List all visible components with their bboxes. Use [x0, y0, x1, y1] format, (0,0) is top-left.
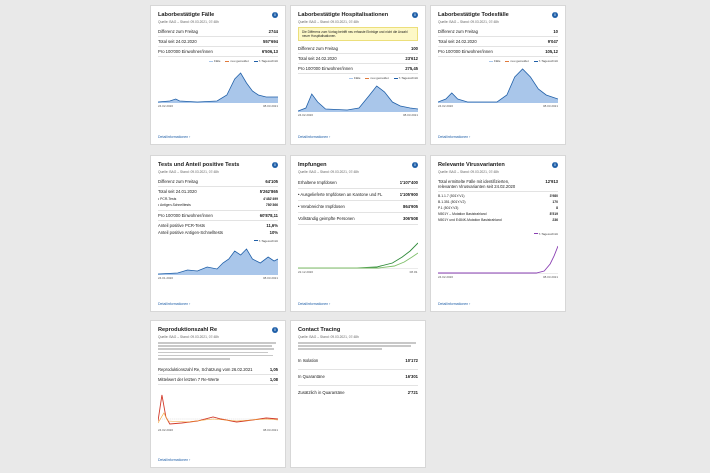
stat-row: Total ermittelte Fälle mit identifiziert…	[438, 177, 558, 192]
chart-legend: 7-Tagesschnitt	[438, 232, 558, 236]
variants-chart	[438, 238, 558, 274]
stat-subrow: N501Y – Mutation Basistrahland 8'519	[438, 212, 558, 216]
card-cases: Laborbestätigte Fälle i Quelle: BAG – St…	[150, 5, 286, 145]
stat-row: Total seit 24.02.2020 9'047	[438, 37, 558, 47]
card-title: Tests und Anteil positive Tests	[158, 162, 240, 168]
card-source: Quelle: BAG – Stand: 09.03.2021, 07:48h	[158, 20, 219, 24]
card-source: Quelle: BAG – Stand: 09.03.2021, 07:48h	[158, 170, 219, 174]
stat-row: Anteil positive Antigen-Schnelltests 10%	[158, 229, 278, 235]
chart-legend: Fälle neu gemeldet 7-Tagesschnitt	[298, 76, 418, 80]
stat-subrow: • Antigen-Schnelltests 780'366	[158, 202, 278, 211]
stat-row: In Isolation 10'172	[298, 354, 418, 370]
info-icon[interactable]: i	[552, 162, 558, 168]
details-link[interactable]: Detailinformationen ›	[298, 135, 331, 139]
details-link[interactable]: Detailinformationen ›	[438, 302, 471, 306]
card-title: Reproduktionszahl Re	[158, 327, 218, 333]
stat-subrow: B.1.351 (501Y.V2) 170	[438, 200, 558, 204]
description-placeholder	[298, 342, 418, 350]
reproduction-chart	[158, 391, 278, 427]
stat-row: Mittelwert der letzten 7 Re-Werte 1,08	[158, 375, 278, 385]
stat-row: • Ausgelieferte Impfdosen an Kantone und…	[298, 189, 418, 201]
stat-row: Differenz zum Freitag 2744	[158, 27, 278, 37]
details-link[interactable]: Detailinformationen ›	[438, 135, 471, 139]
card-title: Relevante Virusvarianten	[438, 162, 505, 168]
stat-row: Pro 100'000 Einwohner/innen 60'878,11	[158, 211, 278, 221]
card-contact-tracing: Contact Tracing Quelle: BAG – Stand: 09.…	[290, 320, 426, 468]
stat-row: Pro 100'000 Einwohner/innen 6'506,13	[158, 47, 278, 57]
info-icon[interactable]: i	[272, 12, 278, 18]
tests-chart	[158, 245, 278, 275]
stat-row: Anteil positive PCR-Tests 11,6%	[158, 222, 278, 228]
stat-row: Pro 100'000 Einwohner/innen 105,12	[438, 47, 558, 57]
chart-x-axis: 24.01.2020 08.03.2021	[158, 275, 278, 280]
stat-row: Vollständig geimpfte Personen 306'508	[298, 213, 418, 225]
hospitalisations-chart	[298, 82, 418, 112]
chart-x-axis: 24.02.2020 08.03.2021	[158, 104, 278, 108]
details-link[interactable]: Detailinformationen ›	[158, 458, 191, 462]
card-title: Laborbestätigte Todesfälle	[438, 12, 509, 18]
details-link[interactable]: Detailinformationen ›	[158, 135, 191, 139]
info-icon[interactable]: i	[412, 162, 418, 168]
stat-row: Total seit 24.02.2020 557'694	[158, 37, 278, 47]
stat-row: • Verabreichte Impfdosen 864'905	[298, 201, 418, 213]
info-icon[interactable]: i	[272, 162, 278, 168]
notice-box: Die Differenz zum Vortag betrifft neu er…	[298, 27, 418, 41]
card-source: Quelle: BAG – Stand: 09.03.2021, 07:48h	[298, 20, 359, 24]
card-variants: Relevante Virusvarianten i Quelle: BAG –…	[430, 155, 566, 312]
chart-x-axis: 24.02.2020 08.03.2021	[438, 104, 558, 108]
card-title: Impfungen	[298, 162, 327, 168]
description-placeholder	[158, 342, 278, 360]
chart-x-axis: 24.02.2020 08.03.2021	[438, 274, 558, 279]
card-source: Quelle: BAG – Stand: 09.03.2021, 07:48h	[438, 170, 499, 174]
info-icon[interactable]: i	[412, 12, 418, 18]
card-hospitalisations: Laborbestätigte Hospitalisationen i Quel…	[290, 5, 426, 145]
details-link[interactable]: Detailinformationen ›	[298, 302, 331, 306]
stat-subrow: P.1 (501Y.V3) 8	[438, 206, 558, 210]
chart-legend: Fälle neu gemeldet 7-Tagesschnitt	[438, 59, 558, 63]
stat-subrow: • PCR-Tests 4'482'499	[158, 196, 278, 201]
card-source: Quelle: BAG – Stand: 09.03.2021, 07:48h	[298, 170, 359, 174]
details-link[interactable]: Detailinformationen ›	[158, 302, 191, 306]
vaccinations-chart	[298, 233, 418, 269]
chart-legend: Fälle neu gemeldet 7-Tagesschnitt	[158, 59, 278, 63]
card-reproduction: Reproduktionszahl Re i Quelle: BAG – Sta…	[150, 320, 286, 468]
stat-subrow: B.1.1.7 (501Y.V1) 3'980	[438, 194, 558, 198]
stat-row: Differenz zum Freitag 100	[298, 44, 418, 54]
cases-chart	[158, 65, 278, 103]
stat-row: Reproduktionszahl Re, Schätzung vom 26.0…	[158, 365, 278, 375]
chart-legend: 7-Tagesschnitt	[158, 239, 278, 243]
card-title: Laborbestätigte Hospitalisationen	[298, 12, 389, 18]
card-source: Quelle: BAG – Stand: 09.03.2021, 07:48h	[438, 20, 499, 24]
stat-row: Total seit 24.02.2020 23'612	[298, 54, 418, 64]
stat-row: Differenz zum Freitag 10	[438, 27, 558, 37]
stat-row: Total seit 24.01.2020 5'262'865	[158, 189, 278, 194]
card-deaths: Laborbestätigte Todesfälle i Quelle: BAG…	[430, 5, 566, 145]
card-title: Contact Tracing	[298, 327, 341, 333]
info-icon[interactable]: i	[272, 327, 278, 333]
stat-row: Differenz zum Freitag 64'105	[158, 177, 278, 187]
stat-row: In Quarantäne 16'301	[298, 370, 418, 386]
chart-x-axis: 24.02.2020 08.03.2021	[298, 113, 418, 117]
info-icon[interactable]: i	[552, 12, 558, 18]
stat-row: Pro 100'000 Einwohner/innen 275,45	[298, 64, 418, 74]
card-vaccinations: Impfungen i Quelle: BAG – Stand: 09.03.2…	[290, 155, 426, 312]
chart-x-axis: 22.12.2020 08.03.	[298, 270, 418, 274]
card-title: Laborbestätigte Fälle	[158, 12, 215, 18]
card-tests: Tests und Anteil positive Tests i Quelle…	[150, 155, 286, 312]
stat-subrow: N501Y und E484K-Mutation Basistrahland 23…	[438, 218, 558, 222]
stat-row: Zusätzlich in Quarantäne 2'721	[298, 389, 418, 395]
card-source: Quelle: BAG – Stand: 09.03.2021, 07:48h	[298, 335, 359, 339]
card-source: Quelle: BAG – Stand: 09.03.2021, 07:48h	[158, 335, 219, 339]
stat-row: Erhaltene Impfdosen 1'107'400	[298, 177, 418, 189]
deaths-chart	[438, 65, 558, 103]
chart-x-axis: 24.02.2020 08.03.2021	[158, 427, 278, 432]
